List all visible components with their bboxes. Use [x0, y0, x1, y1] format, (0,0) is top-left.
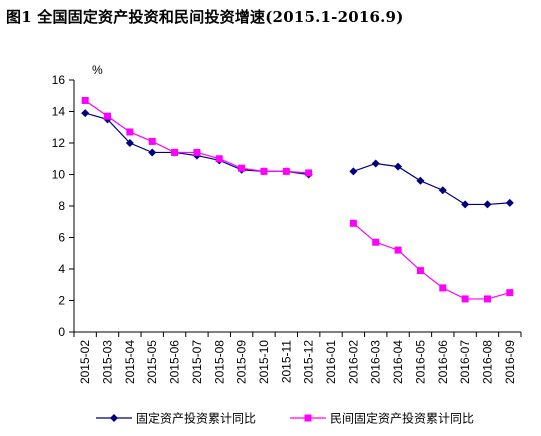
x-tick-label: 2016-05: [413, 340, 427, 384]
data-point: [394, 246, 402, 254]
data-point: [349, 167, 358, 176]
data-point: [238, 164, 246, 172]
x-tick-label: 2015-06: [168, 340, 182, 384]
data-point: [438, 186, 447, 195]
data-point: [349, 219, 357, 227]
data-point: [81, 96, 89, 104]
x-tick-label: 2016-03: [369, 340, 383, 384]
data-point: [461, 200, 470, 209]
data-point: [439, 284, 447, 292]
x-tick-label: 2015-11: [279, 340, 293, 383]
series-line: [84, 99, 309, 174]
data-point: [416, 176, 425, 185]
legend-marker: [110, 414, 118, 422]
legend-label: 固定资产投资累计同比: [136, 411, 256, 426]
x-tick-label: 2016-09: [503, 340, 517, 384]
x-tick-label: 2015-07: [190, 340, 204, 384]
data-point: [215, 155, 223, 163]
data-point: [461, 295, 469, 303]
data-point: [193, 148, 201, 156]
x-tick-label: 2015-03: [101, 340, 115, 384]
data-point: [260, 167, 268, 175]
y-unit-label: %: [92, 63, 103, 77]
y-tick-label: 2: [58, 294, 65, 308]
data-point: [282, 167, 290, 175]
data-point: [505, 198, 514, 207]
chart-axes: 0 2 4 6 8 10 12 14 16% 2015-02 2015-03 2015-04 2015-…: [52, 63, 522, 384]
x-tick-label: 2016-04: [391, 340, 405, 384]
legend-item-1: 固定资产投资累计同比: [96, 411, 256, 426]
legend-item-2: 民间固定资产投资累计同比: [290, 411, 474, 426]
y-tick-label: 12: [52, 136, 66, 150]
data-point: [305, 169, 313, 177]
x-tick-label: 2016-06: [436, 340, 450, 384]
data-point: [506, 289, 514, 297]
y-tick-label: 8: [58, 199, 65, 213]
x-tick-label: 2016-07: [458, 340, 472, 384]
data-point: [104, 112, 112, 120]
y-tick-label: 10: [52, 168, 66, 182]
x-tick-label: 2015-04: [123, 340, 137, 384]
y-tick-label: 6: [58, 231, 65, 245]
data-point: [81, 109, 90, 118]
data-point: [171, 148, 179, 156]
series-line: [352, 222, 510, 300]
series-line: [85, 112, 309, 176]
x-tick-label: 2016-08: [480, 340, 494, 384]
y-tick-label: 0: [58, 325, 65, 339]
data-point: [125, 139, 134, 147]
series-line: [353, 162, 510, 206]
data-point: [371, 159, 380, 168]
legend-label: 民间固定资产投资累计同比: [330, 411, 474, 426]
y-tick-label: 16: [52, 73, 66, 87]
series-2: [81, 96, 514, 303]
series-layer: [81, 96, 514, 303]
data-point: [126, 128, 134, 136]
legend-marker: [304, 414, 312, 422]
data-point: [483, 200, 492, 209]
x-tick-label: 2015-08: [212, 340, 226, 384]
chart-legend: 固定资产投资累计同比 民间固定资产投资累计同比: [96, 411, 474, 426]
x-tick-label: 2015-09: [235, 340, 249, 384]
x-tick-label: 2016-01: [324, 340, 338, 384]
y-tick-label: 4: [58, 262, 65, 276]
x-tick-label: 2015-12: [302, 340, 316, 384]
data-point: [148, 137, 156, 145]
data-point: [416, 267, 424, 275]
x-tick-label: 2016-02: [346, 340, 360, 384]
chart-title: 图1 全国固定资产投资和民间投资增速(2015.1-2016.9): [6, 8, 404, 26]
data-point: [483, 295, 491, 303]
data-point: [148, 148, 157, 157]
series-1: [81, 109, 514, 209]
x-tick-label: 2015-10: [257, 340, 271, 384]
x-tick-label: 2015-02: [78, 340, 92, 384]
data-point: [372, 238, 380, 246]
data-point: [394, 162, 403, 171]
y-tick-label: 14: [52, 105, 66, 119]
x-tick-label: 2015-05: [145, 340, 159, 384]
